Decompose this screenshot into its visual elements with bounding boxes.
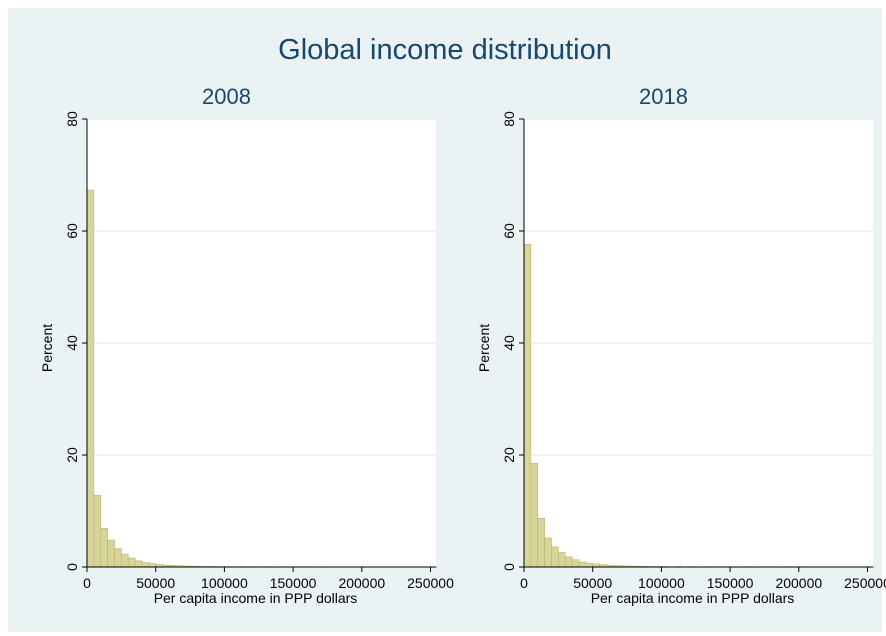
- histogram-bar: [585, 562, 594, 568]
- histogram-bar: [558, 552, 566, 568]
- y-tick-label: 40: [64, 335, 80, 351]
- histogram-bar: [537, 517, 545, 568]
- histogram-2008: 0 20 40 60 80 0 50000 100000 150000 200000 250000 P…: [39, 111, 454, 606]
- histogram-bar: [564, 556, 573, 568]
- x-tick-label: 50000: [136, 575, 175, 591]
- x-tick-label: 150000: [707, 575, 754, 591]
- histogram-bar: [544, 537, 552, 568]
- histogram-bar: [578, 561, 587, 568]
- x-tick-label: 100000: [638, 575, 685, 591]
- histogram-bar: [121, 553, 129, 568]
- histogram-bar: [141, 562, 150, 568]
- x-tick-label: 200000: [338, 575, 385, 591]
- x-tick-label: 100000: [201, 575, 248, 591]
- x-tick-label: 50000: [573, 575, 612, 591]
- y-tick-label: 0: [64, 563, 80, 571]
- y-tick-label: 60: [64, 223, 80, 239]
- x-axis-title: Per capita income in PPP dollars: [154, 590, 358, 606]
- panel-title: 2008: [202, 84, 251, 109]
- main-title: Global income distribution: [278, 34, 612, 66]
- panel-2008: 2008 0 20 40 60 80 0 50000 100000 150000 200000 25…: [8, 80, 454, 626]
- histogram-bar: [571, 559, 580, 568]
- histogram-bar: [523, 244, 532, 568]
- histogram-bar: [127, 557, 136, 568]
- histogram-bar: [551, 546, 559, 568]
- y-tick-label: 80: [64, 111, 80, 127]
- figure: Global income distribution 2008 0 20 40 60 8…: [8, 8, 886, 632]
- y-tick-label: 40: [501, 335, 517, 351]
- y-tick-label: 80: [501, 111, 517, 127]
- histogram-bar: [114, 548, 122, 568]
- y-tick-label: 0: [501, 563, 517, 571]
- x-tick-label: 250000: [407, 575, 454, 591]
- histogram-bar: [134, 560, 143, 568]
- histogram-bar: [86, 189, 95, 568]
- histogram-bar: [107, 539, 115, 568]
- y-tick-label: 20: [501, 447, 517, 463]
- x-tick-label: 200000: [775, 575, 822, 591]
- histogram-bar: [100, 528, 108, 568]
- x-tick-label: 250000: [844, 575, 886, 591]
- histogram-bar: [93, 495, 102, 568]
- panel-title: 2018: [639, 84, 688, 109]
- y-tick-label: 20: [64, 447, 80, 463]
- y-axis-title: Percent: [476, 324, 492, 372]
- x-axis-title: Per capita income in PPP dollars: [591, 590, 795, 606]
- y-tick-label: 60: [501, 223, 517, 239]
- x-tick-label: 0: [83, 575, 91, 591]
- x-tick-label: 150000: [270, 575, 317, 591]
- y-axis-title: Percent: [39, 324, 55, 372]
- x-tick-label: 0: [520, 575, 528, 591]
- histogram-bar: [530, 463, 539, 568]
- histogram-2018: 0 20 40 60 80 0 50000 100000 150000 200000 250000 P…: [476, 111, 886, 606]
- histogram-bar: [148, 563, 157, 568]
- panel-2018: 2018 0 20 40 60 80 0 50000 100000 150000 200000 25…: [445, 80, 886, 626]
